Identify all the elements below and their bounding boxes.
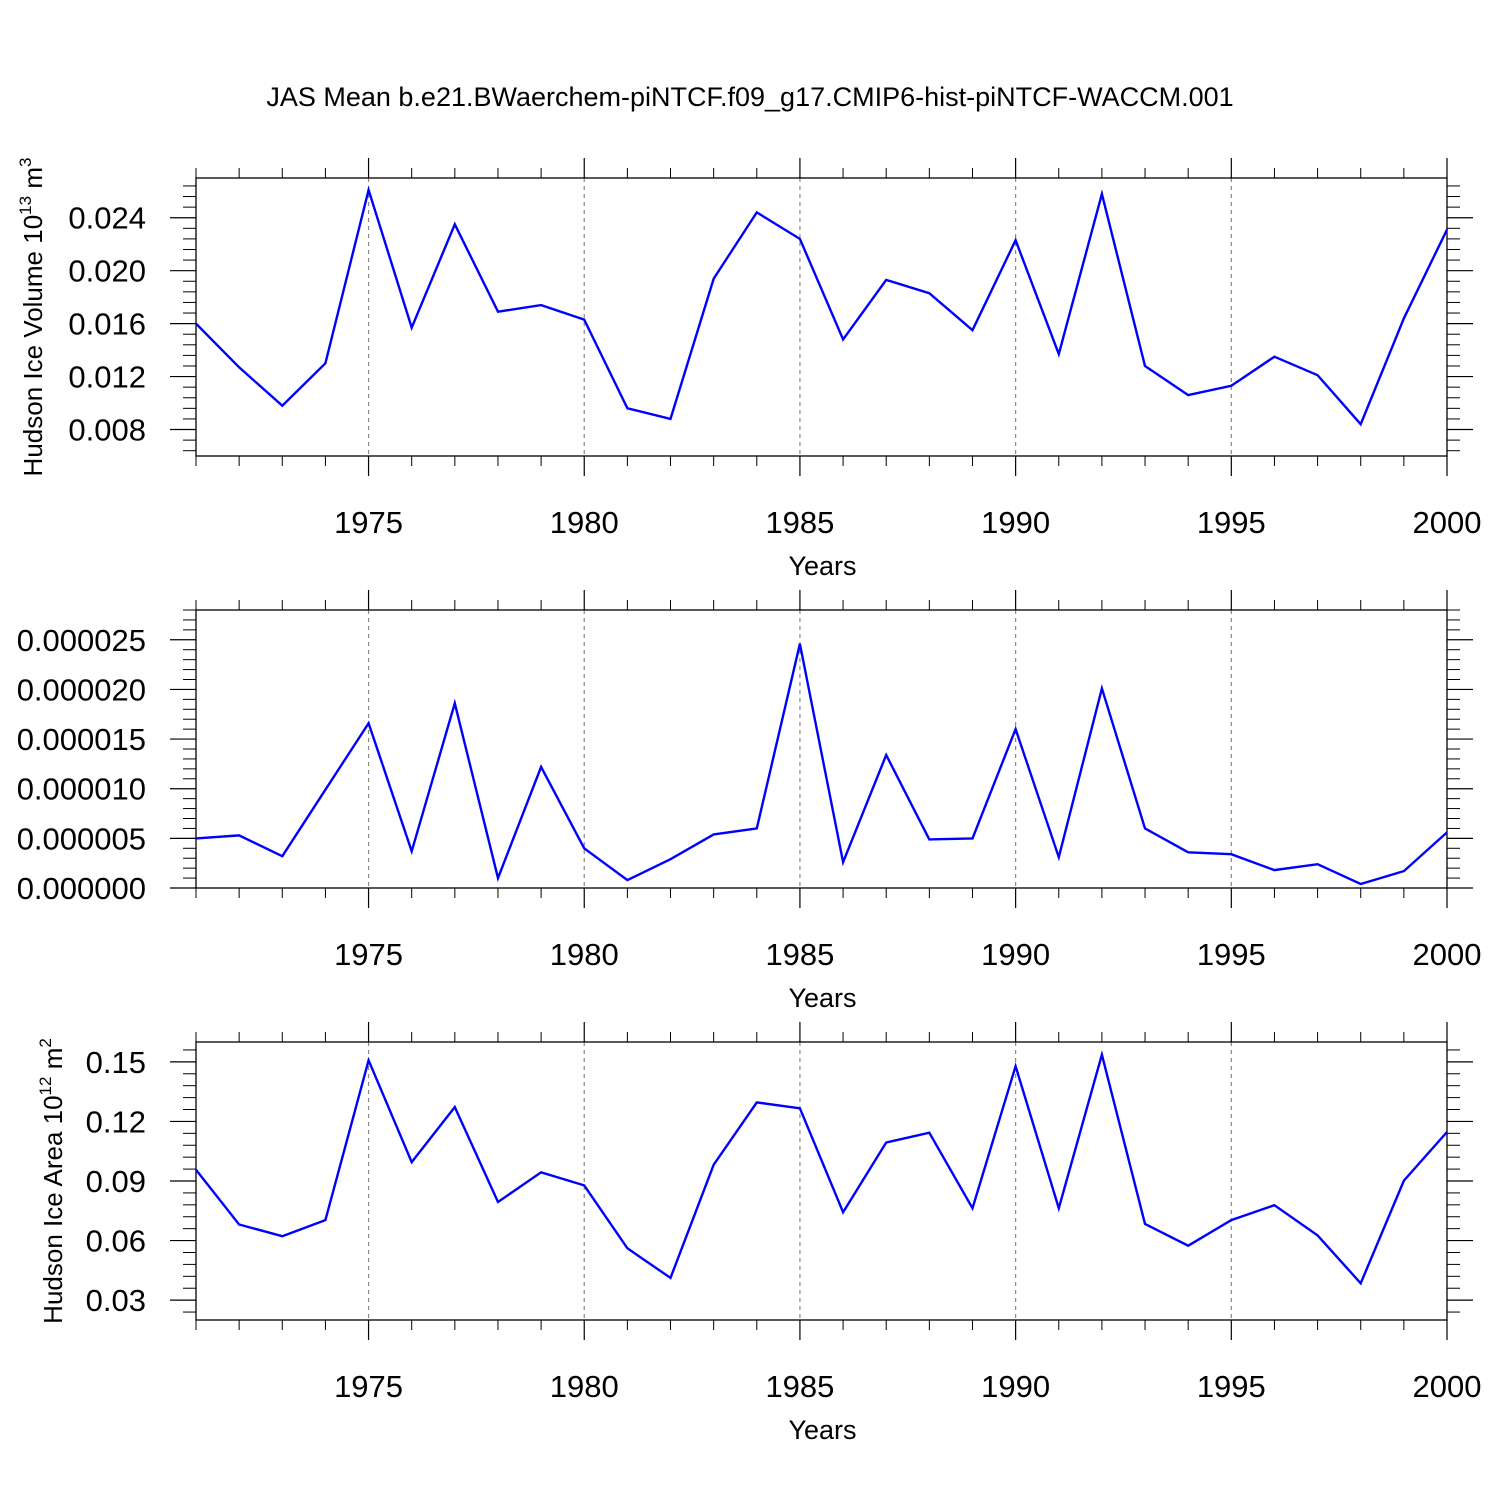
plot-frame xyxy=(195,177,1448,457)
x-tick-label: 1975 xyxy=(334,505,403,540)
x-axis-label: Years xyxy=(788,983,856,1013)
x-tick-label: 1995 xyxy=(1197,505,1266,540)
y-tick-label: 0.012 xyxy=(68,360,146,395)
y-tick-label: 0.09 xyxy=(86,1164,146,1199)
y-tick-label: 0.000020 xyxy=(17,672,146,707)
x-tick-label: 1980 xyxy=(550,937,619,972)
x-tick-label: 1975 xyxy=(334,937,403,972)
y-tick-label: 0.000005 xyxy=(17,821,146,856)
x-tick-label: 1985 xyxy=(765,505,834,540)
y-tick-label: 0.000000 xyxy=(17,871,146,906)
chart-title: JAS Mean b.e21.BWaerchem-piNTCF.f09_g17.… xyxy=(266,82,1233,112)
y-axis-label-exponent: 13 xyxy=(16,196,35,215)
y-axis-label-unit-exponent: 3 xyxy=(16,158,35,167)
y-tick-label: 0.06 xyxy=(86,1224,146,1259)
series-line xyxy=(195,1050,1448,1286)
y-tick-label: 0.000025 xyxy=(17,623,146,658)
x-tick-label: 1990 xyxy=(981,505,1050,540)
panel-3: 1975 1980 1985 1990 1995 2000 Years 0.03 0.06 0.0… xyxy=(36,1022,1481,1445)
y-axis-label-unit: m xyxy=(38,1048,68,1077)
x-tick-label: 2000 xyxy=(1413,937,1482,972)
panel-1: 1975 1980 1985 1990 1995 2000 Years 0.008 0.012 0… xyxy=(16,158,1481,581)
plot-frame xyxy=(195,1041,1448,1321)
y-axis-label: Hudson Ice Area 1012 m2 xyxy=(36,1038,68,1324)
y-tick-label: 0.12 xyxy=(86,1104,146,1139)
y-tick-label: 0.020 xyxy=(68,254,146,289)
y-axis-label-main: Hudson Ice Area 10 xyxy=(38,1095,68,1323)
x-tick-label: 2000 xyxy=(1413,505,1482,540)
y-tick-label: 0.000015 xyxy=(17,722,146,757)
x-axis-label: Years xyxy=(788,551,856,581)
x-tick-label: 1975 xyxy=(334,1369,403,1404)
series-line xyxy=(195,643,1448,886)
x-tick-label: 1985 xyxy=(765,937,834,972)
y-tick-label: 0.03 xyxy=(86,1283,146,1318)
series-line xyxy=(195,185,1449,427)
plot-frame xyxy=(195,609,1448,889)
x-axis-label: Years xyxy=(788,1415,856,1445)
y-tick-label: 0.024 xyxy=(68,201,146,236)
y-axis-label-exponent: 12 xyxy=(36,1077,55,1096)
y-tick-label: 0.008 xyxy=(68,413,146,448)
panels: 1975 1980 1985 1990 1995 2000 Years 0.008 0.012 0… xyxy=(16,158,1481,1445)
x-tick-label: 1980 xyxy=(550,505,619,540)
y-axis-label-unit: m xyxy=(18,167,48,196)
x-tick-label: 1995 xyxy=(1197,937,1266,972)
y-tick-label: 0.15 xyxy=(86,1045,146,1080)
y-axis-label-unit-exponent: 2 xyxy=(36,1038,55,1047)
x-tick-label: 1995 xyxy=(1197,1369,1266,1404)
x-tick-label: 1990 xyxy=(981,1369,1050,1404)
panel-2: 1975 1980 1985 1990 1995 2000 Years 0.000000 0.0… xyxy=(17,590,1482,1013)
y-tick-label: 0.016 xyxy=(68,307,146,342)
y-tick-label: 0.000010 xyxy=(17,772,146,807)
y-axis-label: Hudson Ice Volume 1013 m3 xyxy=(16,158,48,477)
x-tick-label: 2000 xyxy=(1413,1369,1482,1404)
x-tick-label: 1985 xyxy=(765,1369,834,1404)
x-tick-label: 1990 xyxy=(981,937,1050,972)
y-axis-label-main: Hudson Ice Volume 10 xyxy=(18,215,48,477)
x-tick-label: 1980 xyxy=(550,1369,619,1404)
